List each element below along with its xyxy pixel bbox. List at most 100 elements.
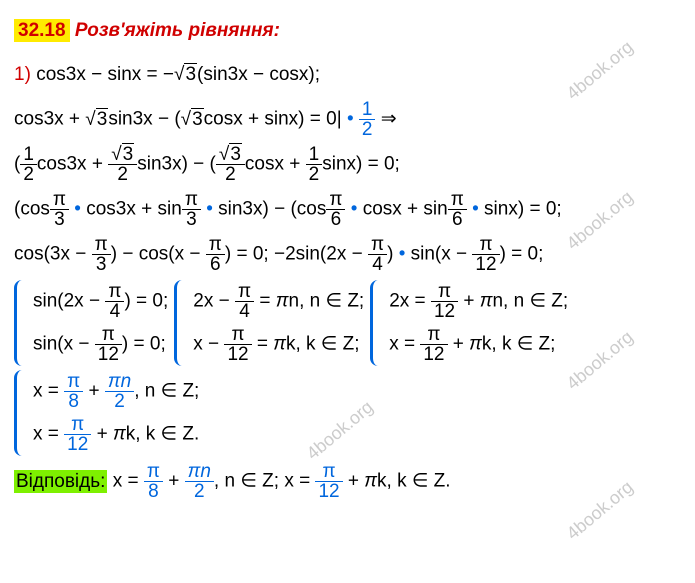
left-bracket-icon [14,280,27,366]
text: (cos [14,199,50,220]
numerator: 3 [108,145,137,165]
text: + [458,291,480,312]
equation-case: x − π12 = πk, k ∈ Z; [193,325,364,364]
numerator: 1 [306,145,323,165]
equation-step: (cosπ3 • cos3x + sinπ3 • sin3x) − (cosπ6… [14,190,681,229]
denominator: 2 [20,165,37,184]
numerator: π [235,282,254,302]
numerator: π [368,235,387,255]
pi-symbol: π [113,424,126,445]
text: cosx + sinx) = 0| [204,109,347,130]
pi-symbol: π [480,291,493,312]
equation-case: x = π8 + πn2, n ∈ Z; [33,372,199,411]
text: cos3x + [37,154,108,175]
text: k, k ∈ Z. [126,424,200,445]
sqrt-icon: 3 [85,101,108,139]
dot-icon: • [472,199,479,220]
left-bracket-icon [14,370,27,456]
dot-icon: • [347,109,354,130]
denominator: 2 [306,165,323,184]
numerator: π [326,190,345,210]
text: sin(2x − [33,291,105,312]
bracket-system: sin(2x − π4) = 0; sin(x − π12) = 0; 2x −… [14,280,681,366]
text: ) = 0; [122,334,166,355]
text: cos3x − sinx = − [36,64,174,85]
numerator: π [448,190,467,210]
numerator: π [420,325,447,345]
fraction: π12 [64,415,91,454]
numerator: π [206,235,225,255]
text: = [254,291,276,312]
denominator: 2 [359,120,376,139]
text: sin3x − ( [108,109,180,130]
text: + [163,471,185,492]
equation-case: sin(2x − π4) = 0; [33,282,168,321]
text: ) = 0; [124,291,168,312]
radicand: 3 [122,143,135,165]
text: ⇒ [375,109,396,130]
numerator: π [64,415,91,435]
problem-number: 32.18 [14,19,70,42]
sqrt-icon: 3 [111,145,134,164]
text: 2x − [193,291,235,312]
text: cos3x + [14,109,85,130]
fraction: π6 [206,235,225,274]
item-number: 1) [14,64,31,85]
text: ) [387,244,399,265]
sqrt-icon: 3 [181,101,204,139]
fraction: 12 [306,145,323,184]
radicand: 3 [184,63,197,85]
text: k, k ∈ Z; [286,334,360,355]
fraction: π6 [448,190,467,229]
numerator: 1 [359,100,376,120]
denominator: 3 [50,210,69,229]
text: + [83,381,105,402]
text: ) = 0; −2sin(2x − [225,244,368,265]
denominator: 12 [64,435,91,454]
pi-symbol: π [276,291,289,312]
denominator: 12 [472,255,499,274]
numerator: π [182,190,201,210]
problem-header: 32.18 Розв'яжіть рівняння: [14,12,681,50]
fraction: π4 [105,282,124,321]
numerator: π [50,190,69,210]
denominator: 6 [448,210,467,229]
equation-case: x = π12 + πk, k ∈ Z; [389,325,568,364]
fraction: πn2 [185,462,214,501]
text: sinx) = 0; [479,199,562,220]
text: , n ∈ Z; [134,381,199,402]
text: = [252,334,274,355]
numerator: πn [185,462,214,482]
left-bracket-icon [370,280,383,366]
fraction: π12 [224,325,251,364]
denominator: 3 [92,255,111,274]
bracket-column: 2x − π4 = πn, n ∈ Z; x − π12 = πk, k ∈ Z… [193,280,364,366]
radicand: 3 [191,108,204,130]
fraction: 12 [20,145,37,184]
text: (sin3x − cosx); [197,64,320,85]
dot-icon: • [206,199,213,220]
fraction: πn2 [105,372,134,411]
text: cosx + sin [357,199,447,220]
text: + [91,424,113,445]
dot-icon: • [74,199,81,220]
problem-title: Розв'яжіть рівняння: [75,20,280,41]
fraction: π12 [472,235,499,274]
text: k, k ∈ Z; [482,334,556,355]
pi-symbol: π [273,334,286,355]
denominator: 8 [64,392,83,411]
fraction: π12 [431,282,458,321]
numerator: π [92,235,111,255]
denominator: 3 [182,210,201,229]
sqrt-icon: 3 [219,145,242,164]
denominator: 6 [206,255,225,274]
numerator: π [224,325,251,345]
text: sin3x) − (cos [213,199,327,220]
fraction: 32 [108,145,137,184]
text: + [343,471,365,492]
fraction: 12 [359,100,376,139]
numerator: π [431,282,458,302]
fraction: π6 [326,190,345,229]
bracket-system: x = π8 + πn2, n ∈ Z; x = π12 + πk, k ∈ Z… [14,370,681,456]
text: x = [389,334,420,355]
